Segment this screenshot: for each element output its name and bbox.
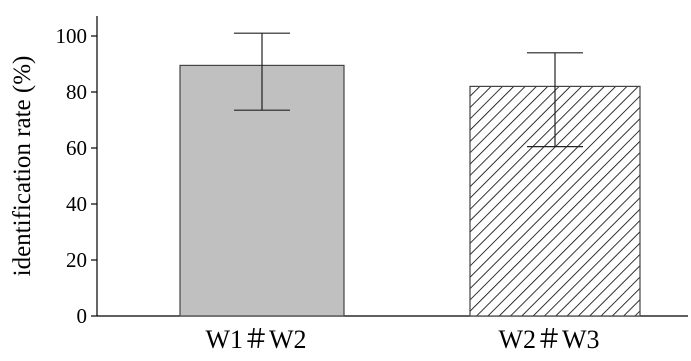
- category-label-1: W1＃W2: [205, 325, 306, 354]
- y-tick-label-20: 20: [66, 248, 87, 272]
- y-tick-label-40: 40: [66, 192, 87, 216]
- y-tick-label-0: 0: [77, 304, 88, 328]
- y-tick-label-80: 80: [66, 80, 87, 104]
- category-label-2: W2＃W3: [498, 325, 599, 354]
- y-axis-title: identification rate (%): [9, 56, 36, 277]
- y-tick-label-100: 100: [56, 24, 88, 48]
- y-tick-label-60: 60: [66, 136, 87, 160]
